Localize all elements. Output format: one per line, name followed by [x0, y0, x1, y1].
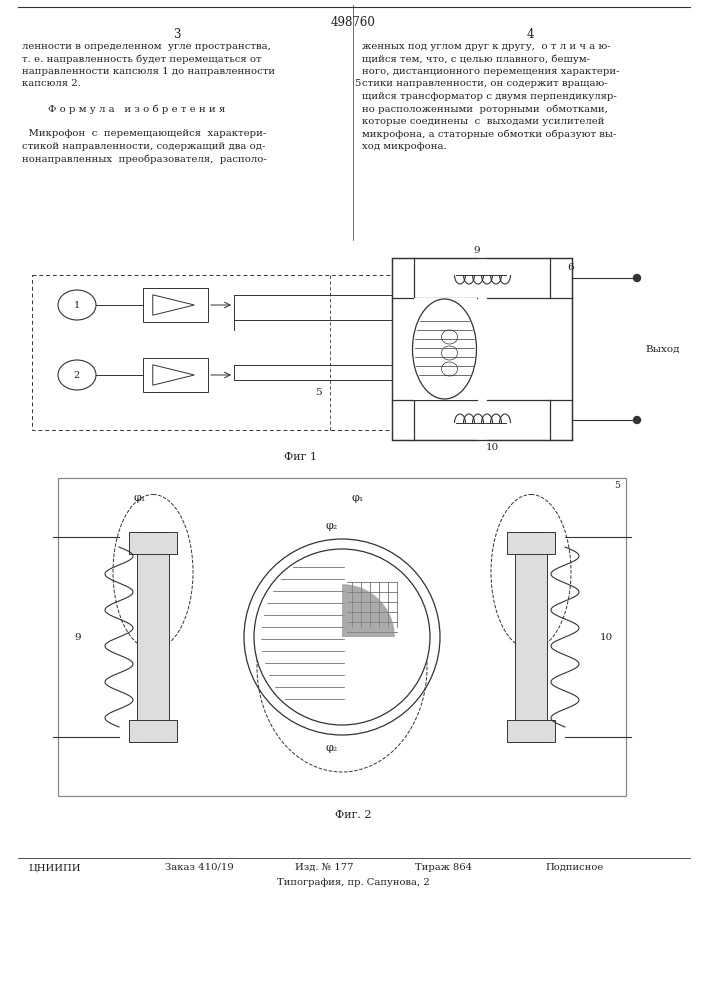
Text: женных под углом друг к другу,  о т л и ч а ю-: женных под углом друг к другу, о т л и ч…	[362, 42, 611, 51]
Text: ного, дистанционного перемещения характери-: ного, дистанционного перемещения характе…	[362, 67, 619, 76]
Bar	[414, 360, 477, 400]
Text: φ₂: φ₂	[326, 521, 338, 531]
Text: щийся трансформатор с двумя перпендикуляр-: щийся трансформатор с двумя перпендикуля…	[362, 92, 617, 101]
Text: 5: 5	[614, 481, 620, 490]
Text: φ₂: φ₂	[326, 743, 338, 753]
Text: 7: 7	[303, 633, 310, 642]
Bar	[129, 532, 177, 554]
Text: но расположенными  роторными  обмотками,: но расположенными роторными обмотками,	[362, 104, 608, 114]
Text: 6: 6	[567, 263, 573, 272]
Text: 1: 1	[74, 300, 80, 310]
Polygon shape	[342, 584, 395, 637]
Text: Фиг 1: Фиг 1	[284, 452, 317, 462]
Text: 4: 4	[526, 28, 534, 41]
Bar	[414, 298, 477, 338]
Text: 9: 9	[75, 633, 81, 642]
Text: Выход: Выход	[645, 344, 679, 354]
Text: ЦНИИПИ: ЦНИИПИ	[28, 863, 81, 872]
Text: т. е. направленность будет перемещаться от: т. е. направленность будет перемещаться …	[22, 54, 262, 64]
Text: 8: 8	[433, 360, 439, 368]
Text: Типография, пр. Сапунова, 2: Типография, пр. Сапунова, 2	[276, 878, 429, 887]
Text: 9: 9	[474, 246, 480, 255]
Bar	[392, 258, 572, 440]
Text: Тираж 864: Тираж 864	[415, 863, 472, 872]
Circle shape	[633, 274, 641, 282]
Text: капсюля 2.: капсюля 2.	[22, 80, 81, 89]
Text: Фиг. 2: Фиг. 2	[334, 810, 371, 820]
Text: стикой направленности, содержащий два од-: стикой направленности, содержащий два од…	[22, 142, 265, 151]
Text: 8: 8	[365, 668, 372, 677]
Text: Подписное: Подписное	[545, 863, 603, 872]
Bar	[507, 532, 555, 554]
Text: Заказ 410/19: Заказ 410/19	[165, 863, 234, 872]
Text: ленности в определенном  угле пространства,: ленности в определенном угле пространств…	[22, 42, 271, 51]
Text: стики направленности, он содержит вращаю-: стики направленности, он содержит вращаю…	[362, 80, 607, 89]
Text: 7: 7	[433, 332, 439, 342]
Text: 3: 3	[156, 300, 163, 310]
Text: нонаправленных  преобразователя,  располо-: нонаправленных преобразователя, располо-	[22, 154, 267, 164]
Text: 3: 3	[173, 28, 181, 41]
Text: которые соединены  с  выходами усилителей: которые соединены с выходами усилителей	[362, 117, 604, 126]
Text: направленности капсюля 1 до направленности: направленности капсюля 1 до направленнос…	[22, 67, 275, 76]
Bar	[129, 720, 177, 742]
Text: 10: 10	[600, 633, 613, 642]
Text: 10: 10	[486, 443, 498, 452]
Text: щийся тем, что, с целью плавного, бешум-: щийся тем, что, с целью плавного, бешум-	[362, 54, 590, 64]
Text: Ф о р м у л а   и з о б р е т е н и я: Ф о р м у л а и з о б р е т е н и я	[22, 104, 226, 114]
Text: 498760: 498760	[331, 16, 375, 29]
Bar	[515, 532, 547, 742]
Ellipse shape	[412, 299, 477, 399]
Text: Микрофон  с  перемещающейся  характери-: Микрофон с перемещающейся характери-	[22, 129, 267, 138]
Text: φ₁: φ₁	[352, 493, 364, 503]
Text: 2: 2	[74, 370, 80, 379]
Ellipse shape	[58, 360, 96, 390]
Bar	[58, 478, 626, 796]
Text: 5: 5	[315, 388, 322, 397]
Bar	[143, 288, 208, 322]
Ellipse shape	[58, 290, 96, 320]
Text: 4: 4	[156, 370, 163, 379]
Bar	[137, 532, 169, 742]
Bar	[32, 275, 395, 430]
Circle shape	[254, 549, 430, 725]
Circle shape	[633, 416, 641, 424]
Polygon shape	[153, 365, 194, 385]
Bar	[143, 358, 208, 392]
Text: Изд. № 177: Изд. № 177	[295, 863, 354, 872]
Text: φ₁: φ₁	[133, 493, 145, 503]
Text: ход микрофона.: ход микрофона.	[362, 142, 447, 151]
Text: 5: 5	[354, 80, 361, 89]
Text: микрофона, а статорные обмотки образуют вы-: микрофона, а статорные обмотки образуют …	[362, 129, 617, 139]
Polygon shape	[153, 295, 194, 315]
Bar	[507, 720, 555, 742]
